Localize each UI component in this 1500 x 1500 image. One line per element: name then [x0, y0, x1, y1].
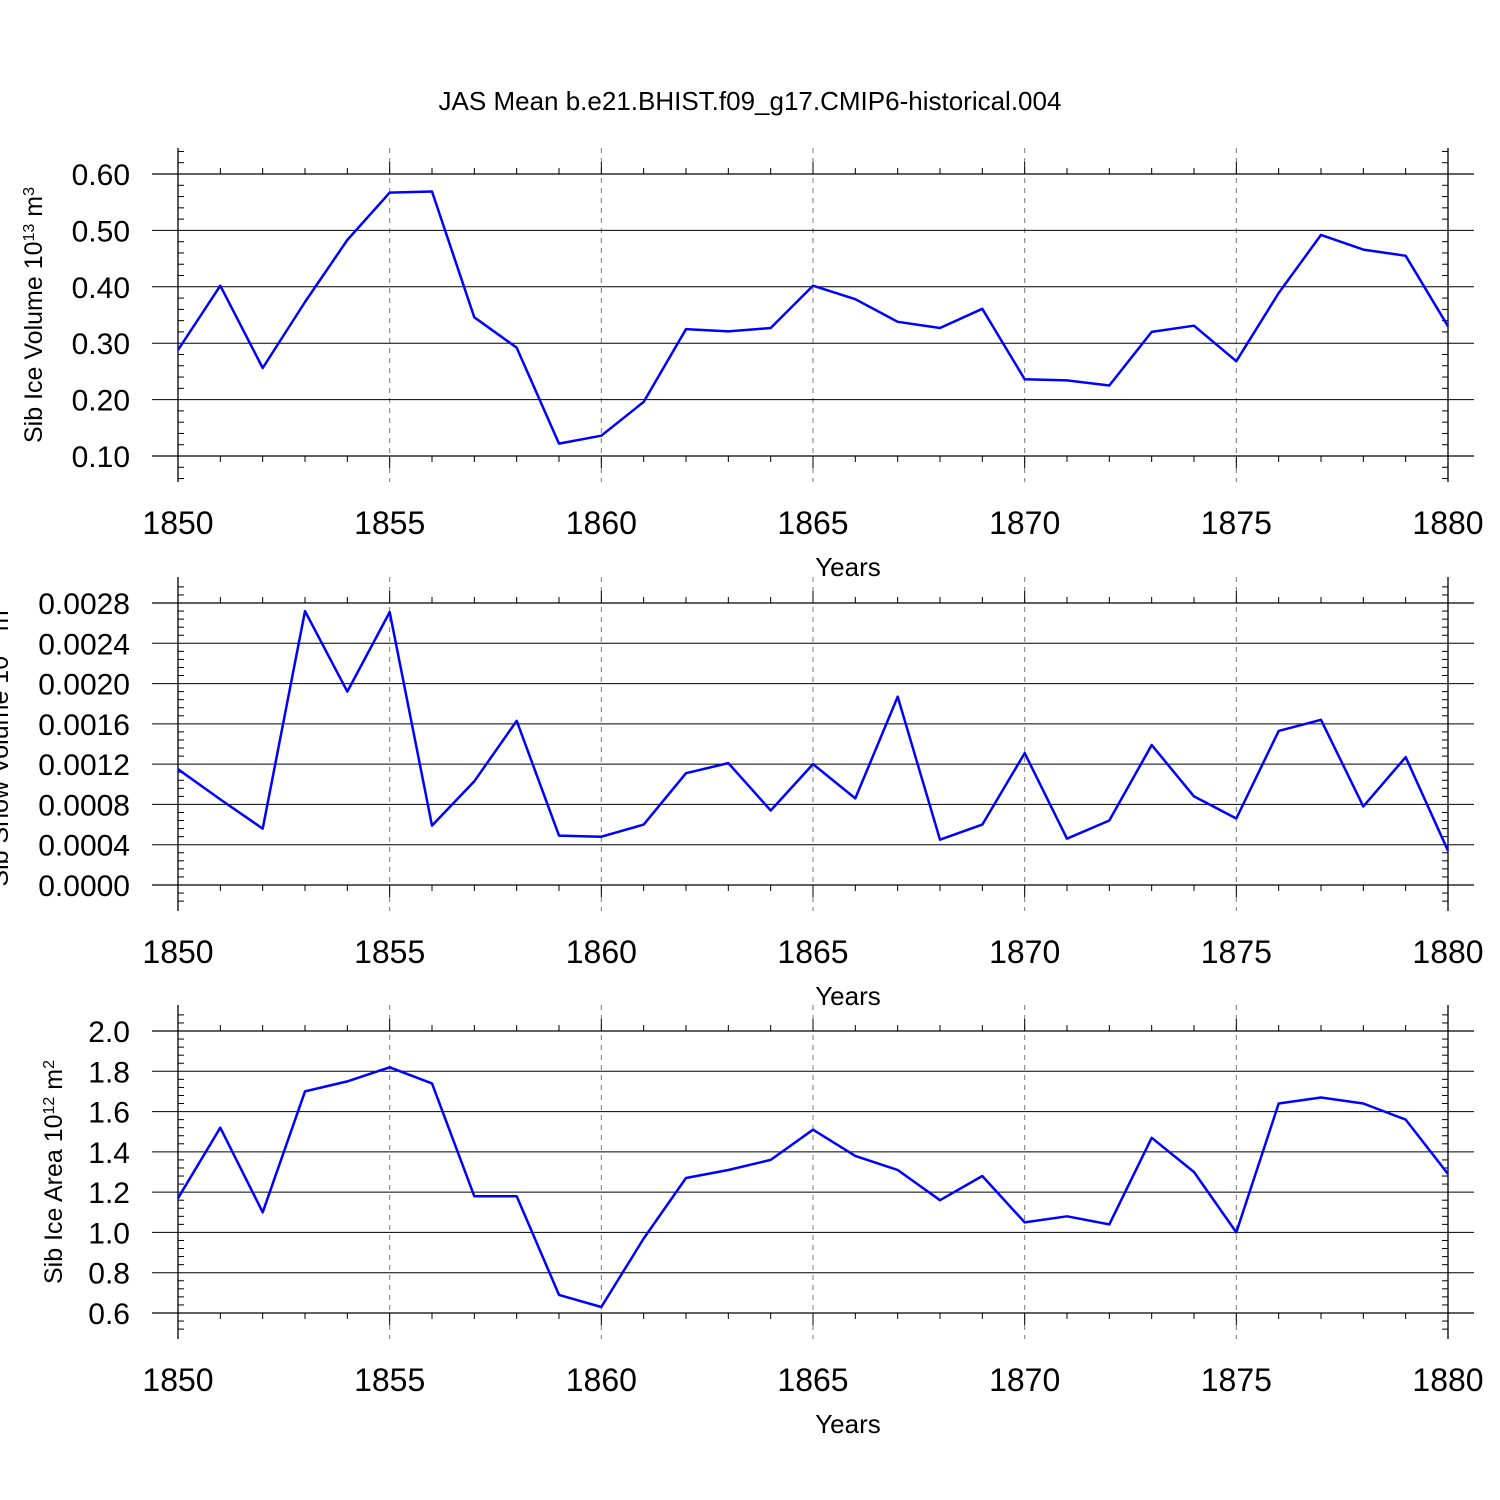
y-label-superscript: 3: [0, 601, 4, 610]
y-tick-label: 0.10: [72, 441, 130, 474]
x-tick-label: 1860: [566, 1362, 637, 1398]
x-tick-label: 1880: [1412, 505, 1483, 541]
y-tick-label: 0.0004: [38, 830, 130, 863]
x-tick-label: 1880: [1412, 1362, 1483, 1398]
y-tick-label: 0.6: [88, 1298, 130, 1331]
x-tick-label: 1860: [566, 934, 637, 970]
y-label-superscript: 13: [0, 638, 4, 656]
y-tick-label: 0.30: [72, 328, 130, 361]
y-tick-label: 1.4: [88, 1137, 130, 1170]
y-tick-label: 0.20: [72, 385, 130, 418]
x-axis-label: Years: [815, 552, 881, 582]
y-tick-label: 0.0008: [38, 789, 130, 822]
x-tick-label: 1875: [1201, 934, 1272, 970]
x-tick-label: 1870: [989, 934, 1060, 970]
x-tick-label: 1870: [989, 1362, 1060, 1398]
y-label-text: Sib Ice Volume 10: [20, 241, 48, 443]
y-tick-label: 0.8: [88, 1258, 130, 1291]
x-axis-label: Years: [815, 1409, 881, 1439]
y-label-text: m: [40, 1069, 68, 1097]
x-tick-label: 1855: [354, 505, 425, 541]
x-tick-label: 1850: [142, 1362, 213, 1398]
y-tick-label: 1.0: [88, 1217, 130, 1250]
x-axis-label: Years: [815, 981, 881, 1011]
x-tick-label: 1860: [566, 505, 637, 541]
y-label-superscript: 13: [21, 224, 38, 242]
y-tick-label: 0.0016: [38, 709, 130, 742]
panel-2: 0.0000 0.0004 0.0008 0.0012 0.0016 0.0020 0.00…: [0, 577, 1484, 1011]
panel-1: 0.10 0.20 0.30 0.40 0.50 0.60 1850 1855 1860 1865…: [20, 148, 1484, 582]
y-tick-label: 0.60: [72, 159, 130, 192]
y-axis-label: Sib Snow Volume 1013 m3: [0, 601, 14, 886]
x-tick-label: 1855: [354, 934, 425, 970]
y-label-superscript: 3: [21, 187, 38, 196]
panel-3: 0.6 0.8 1.0 1.2 1.4 1.6 1.8 2.0 1850 1855 1860 1865…: [40, 1005, 1484, 1439]
y-label-superscript: 2: [41, 1060, 58, 1069]
x-tick-label: 1880: [1412, 934, 1483, 970]
y-label-text: Sib Ice Area 10: [40, 1114, 68, 1284]
y-tick-label: 1.8: [88, 1056, 130, 1089]
y-label-text: m: [0, 610, 14, 638]
x-tick-label: 1865: [777, 1362, 848, 1398]
y-label-text: m: [20, 196, 48, 224]
x-tick-label: 1875: [1201, 1362, 1272, 1398]
y-tick-label: 1.2: [88, 1177, 130, 1210]
y-tick-label: 0.0012: [38, 749, 130, 782]
chart-title: JAS Mean b.e21.BHIST.f09_g17.CMIP6-histo…: [439, 86, 1062, 116]
y-label-superscript: 12: [41, 1097, 58, 1115]
y-axis-label: Sib Ice Area 1012 m2: [40, 1060, 68, 1284]
x-tick-label: 1870: [989, 505, 1060, 541]
y-tick-label: 0.0020: [38, 669, 130, 702]
x-tick-label: 1865: [777, 934, 848, 970]
y-tick-label: 1.6: [88, 1097, 130, 1130]
x-tick-label: 1850: [142, 934, 213, 970]
y-tick-label: 0.0000: [38, 870, 130, 903]
y-tick-label: 0.0024: [38, 628, 130, 661]
x-tick-label: 1875: [1201, 505, 1272, 541]
y-axis-label: Sib Ice Volume 1013 m3: [20, 187, 48, 443]
x-tick-label: 1865: [777, 505, 848, 541]
y-label-text: Sib Snow Volume 10: [0, 656, 14, 887]
y-tick-label: 0.50: [72, 215, 130, 248]
y-tick-label: 0.0028: [38, 588, 130, 621]
y-tick-label: 0.40: [72, 272, 130, 305]
y-tick-label: 2.0: [88, 1016, 130, 1049]
x-tick-label: 1850: [142, 505, 213, 541]
x-tick-label: 1855: [354, 1362, 425, 1398]
